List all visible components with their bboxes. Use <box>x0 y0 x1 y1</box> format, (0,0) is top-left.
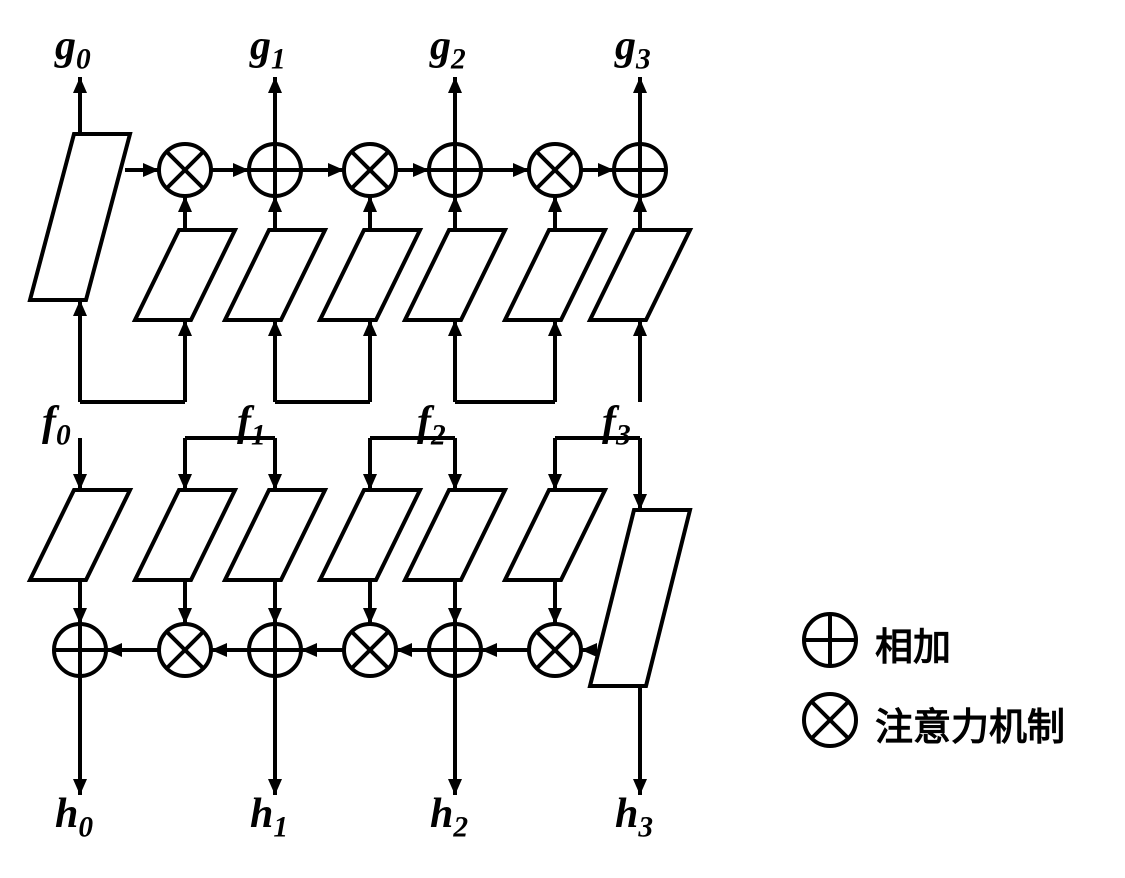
label-g2: g2 <box>430 22 466 76</box>
legend-times: 注意力机制 <box>875 696 1065 751</box>
label-h1: h1 <box>250 790 288 844</box>
label-f0: f0 <box>42 398 71 452</box>
label-f2: f2 <box>417 398 446 452</box>
label-h0: h0 <box>55 790 93 844</box>
label-g1: g1 <box>250 22 286 76</box>
label-f1: f1 <box>237 398 266 452</box>
legend-plus: 相加 <box>875 616 951 671</box>
label-h2: h2 <box>430 790 468 844</box>
label-g0: g0 <box>55 22 91 76</box>
label-f3: f3 <box>602 398 631 452</box>
label-h3: h3 <box>615 790 653 844</box>
label-g3: g3 <box>615 22 651 76</box>
